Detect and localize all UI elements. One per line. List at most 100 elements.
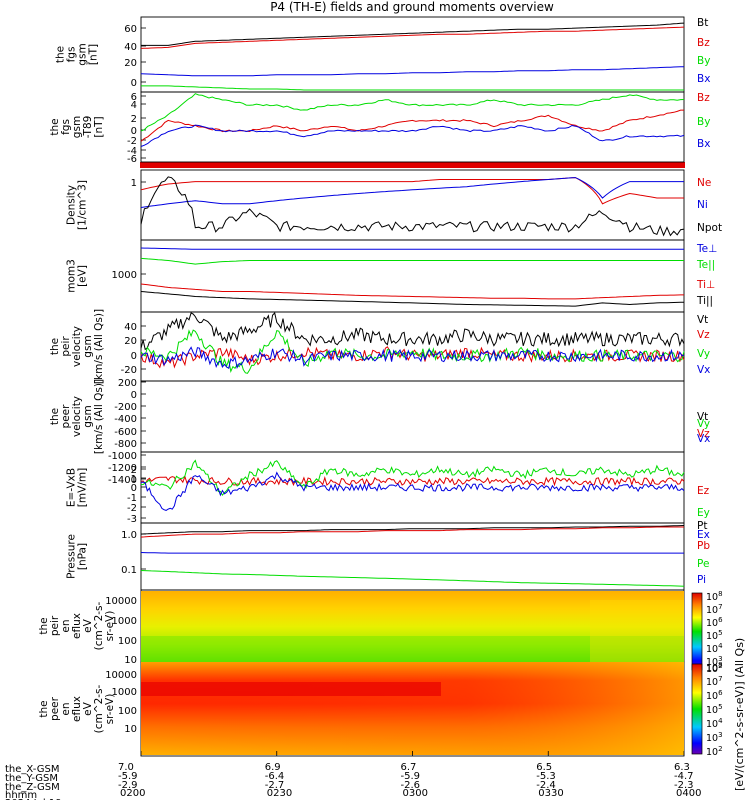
series-line-ti: [140, 283, 684, 300]
colorbar-tick-label: 102: [706, 745, 723, 758]
y-axis-label: Pressure: [66, 534, 78, 579]
y-tick-label: 10: [124, 724, 137, 735]
legend-label-vy: Vy: [697, 418, 710, 430]
y-tick-label: 2: [131, 465, 137, 476]
legend-label-ne: Ne: [697, 177, 711, 189]
time-axis-value: -2.4: [536, 780, 556, 791]
series-line-ni: [140, 177, 684, 208]
series-line-pe: [140, 570, 685, 587]
legend-label-ex: Ex: [697, 529, 710, 541]
series-line-by: [141, 85, 684, 91]
y-tick-label: 1000: [112, 616, 137, 627]
series-line-ex: [140, 471, 685, 511]
y-tick-label: 1: [131, 178, 137, 189]
ephemeris-row-label: 2024 Jul 19: [5, 798, 62, 800]
y-axis-label: sr-eV): [104, 694, 116, 725]
panel-pressure: Pressure [nPa] 1.0 0.1 Pt Pb Pe Pi: [66, 520, 710, 591]
y-axis-label: the: [49, 338, 61, 355]
y-tick-label: 10000: [105, 596, 137, 607]
y-tick-label: 1000: [112, 270, 137, 281]
colorbar-label: [eV/(cm^2-s-sr-eV)] (All Qs): [733, 638, 746, 791]
y-tick-label: -1400: [108, 475, 137, 486]
panel-peir-velocity: the peir velocity gsm [km/s (All Qs)] 40 20 0 -2…: [49, 309, 710, 384]
time-axis-value: 0300: [403, 788, 428, 799]
legend-label-ez: Ez: [697, 485, 710, 497]
legend-label-bz: Bz: [697, 37, 710, 49]
colorbar-tick-label: 103: [706, 731, 723, 744]
time-axis-value: -5.9: [118, 771, 138, 782]
series-line-pi: [140, 552, 684, 554]
y-tick-label: 0: [131, 351, 137, 362]
legend-label-npot: Npot: [697, 222, 722, 234]
series-line-ti: [140, 291, 685, 307]
series-line-npot: [140, 176, 685, 237]
y-tick-label: 0.1: [121, 565, 137, 576]
y-axis-label: [nT]: [88, 44, 100, 65]
y-axis-label: peir: [49, 615, 61, 636]
legend-label-by: By: [697, 116, 710, 128]
ephemeris-row-label: hhmm: [5, 790, 37, 800]
time-axis-value: 0330: [538, 788, 563, 799]
colorbar-2: [691, 663, 703, 755]
colorbar-tick-label: 104: [706, 642, 723, 655]
colorbar-tick-label: 106: [706, 616, 723, 629]
y-axis-label: [eV]: [77, 265, 89, 287]
y-axis-label: en: [60, 619, 72, 632]
y-tick-label: 60: [124, 24, 137, 35]
y-axis-label: E=-VxB: [66, 468, 78, 507]
y-tick-label: 100: [118, 636, 137, 647]
legend-label-pt: Pt: [697, 520, 707, 532]
time-axis-value: -5.3: [536, 771, 556, 782]
y-tick-label: -20: [121, 365, 137, 376]
ephemeris-row-label: the_Y-GSM: [5, 773, 58, 784]
legend-label-pi: Pi: [697, 574, 706, 586]
y-axis-label: [nPa]: [77, 543, 89, 570]
y-axis-label: sr-eV): [104, 611, 116, 642]
series-line-by: [140, 93, 685, 132]
colorbar-tick-label: 108: [706, 590, 723, 603]
time-axis-value: 0400: [676, 788, 701, 799]
legend-label-ey: Ey: [697, 507, 710, 519]
figure-title: P4 (TH-E) fields and ground moments over…: [270, 0, 554, 14]
legend-label-pb: Pb: [697, 540, 710, 552]
y-axis-label: the: [49, 118, 61, 135]
panel-frame: [140, 380, 685, 453]
y-axis-label: gsm: [82, 405, 94, 427]
y-axis-label: fgs: [66, 47, 78, 63]
legend-label-bt: Bt: [697, 17, 708, 29]
legend-label-te: Te||: [696, 259, 715, 271]
y-tick-label: 0: [131, 78, 137, 89]
time-axis-value: -6.4: [265, 771, 285, 782]
series-line-ey: [140, 459, 685, 496]
y-tick-label: 10: [124, 655, 137, 666]
panel-peer-velocity: the peer velocity gsm [km/s (All Qs)] 2000-20…: [49, 378, 710, 486]
ephemeris-row-label: the_Z-GSM: [5, 782, 60, 793]
y-tick-label: -1: [127, 493, 137, 504]
series-line-ne: [140, 177, 684, 205]
y-tick-label: 1000: [112, 687, 137, 698]
y-axis-label: [km/s (All Qs)]: [93, 379, 105, 454]
legend-label-vt: Vt: [697, 411, 708, 423]
series-line-vt: [140, 312, 685, 351]
y-tick-label: -2: [127, 136, 137, 147]
y-axis-label: eflux: [71, 696, 83, 722]
y-tick-label: -800: [114, 439, 137, 450]
time-axis-value: 0230: [267, 788, 292, 799]
time-axis-value: 0200: [120, 788, 145, 799]
y-axis-label: [1/cm^3]: [77, 180, 89, 230]
series-line-bx: [140, 66, 685, 77]
time-axis-value: -4.7: [674, 771, 694, 782]
time-axis-value: -2.6: [401, 780, 421, 791]
series-line-pb: [140, 526, 684, 538]
time-axis-value: -2.9: [118, 780, 138, 791]
panel-frame: [140, 522, 685, 591]
panel-frame: [140, 239, 685, 313]
legend-label-vx: Vx: [697, 433, 710, 445]
y-tick-label: 1.0: [121, 530, 137, 541]
y-axis-label: velocity: [71, 396, 83, 437]
legend-label-vx: Vx: [697, 364, 710, 376]
panel-frame: [140, 451, 685, 524]
y-tick-label: 200: [118, 378, 137, 389]
y-axis-label: [nT]: [93, 116, 105, 137]
